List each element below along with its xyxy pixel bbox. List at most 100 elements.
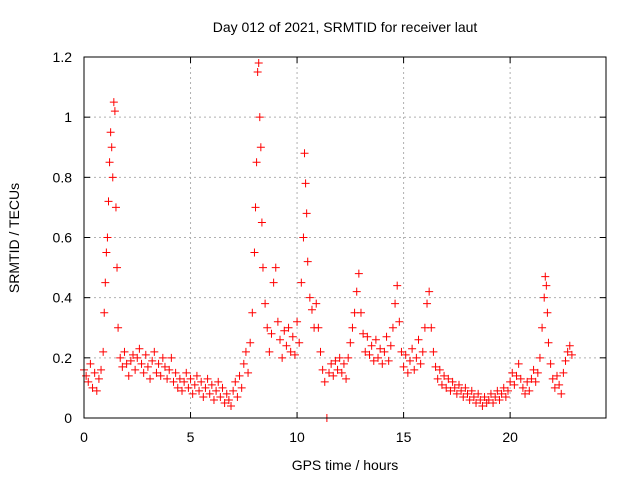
data-point xyxy=(365,350,374,359)
y-tick-label: 1 xyxy=(64,109,72,125)
data-point xyxy=(227,401,236,410)
data-point xyxy=(251,203,260,212)
data-point xyxy=(82,371,91,380)
data-point xyxy=(286,347,295,356)
data-point xyxy=(84,377,93,386)
data-point xyxy=(301,179,310,188)
data-point xyxy=(100,308,109,317)
data-point xyxy=(152,368,161,377)
data-point xyxy=(382,332,391,341)
axis-ticks xyxy=(83,56,606,419)
data-point xyxy=(239,359,248,368)
data-point xyxy=(514,359,523,368)
data-points xyxy=(80,59,576,422)
y-tick-label: 0.4 xyxy=(53,290,73,306)
data-point xyxy=(541,272,550,281)
data-point xyxy=(237,383,246,392)
data-point xyxy=(241,347,250,356)
data-point xyxy=(284,323,293,332)
data-point xyxy=(122,359,131,368)
data-point xyxy=(344,353,353,362)
data-point xyxy=(474,389,483,398)
data-point xyxy=(114,323,123,332)
data-point xyxy=(388,323,397,332)
data-point xyxy=(231,377,240,386)
data-point xyxy=(412,353,421,362)
data-point xyxy=(101,278,110,287)
data-point xyxy=(97,365,106,374)
data-point xyxy=(333,365,342,374)
data-point xyxy=(282,341,291,350)
data-point xyxy=(104,197,113,206)
data-point xyxy=(229,386,238,395)
x-tick-labels: 0 5 10 15 20 xyxy=(80,429,518,445)
x-tick-label: 20 xyxy=(502,429,518,445)
data-point xyxy=(108,173,117,182)
data-point xyxy=(254,59,263,68)
data-point xyxy=(297,278,306,287)
data-point xyxy=(521,389,530,398)
data-point xyxy=(158,353,167,362)
data-point xyxy=(493,386,502,395)
data-point xyxy=(476,395,485,404)
x-tick-label: 0 xyxy=(80,429,88,445)
data-point xyxy=(369,356,378,365)
data-point xyxy=(518,383,527,392)
data-point xyxy=(233,392,242,401)
data-point xyxy=(486,389,495,398)
data-point xyxy=(395,317,404,326)
data-point xyxy=(214,377,223,386)
data-point xyxy=(299,233,308,242)
data-point xyxy=(565,341,574,350)
data-point xyxy=(222,389,231,398)
data-point xyxy=(542,281,551,290)
data-point xyxy=(163,374,172,383)
data-point xyxy=(538,323,547,332)
data-point xyxy=(376,344,385,353)
data-point xyxy=(248,308,257,317)
data-point xyxy=(109,98,118,107)
data-point xyxy=(94,374,103,383)
data-point xyxy=(543,308,552,317)
data-point xyxy=(378,359,387,368)
data-point xyxy=(246,338,255,347)
data-point xyxy=(220,398,229,407)
data-point xyxy=(397,347,406,356)
data-point xyxy=(425,287,434,296)
data-point xyxy=(435,365,444,374)
data-point xyxy=(354,269,363,278)
data-point xyxy=(169,377,178,386)
data-point xyxy=(235,371,244,380)
data-point xyxy=(305,293,314,302)
data-point xyxy=(316,347,325,356)
data-point xyxy=(218,383,227,392)
data-point xyxy=(303,257,312,266)
data-point xyxy=(567,350,576,359)
data-point xyxy=(437,380,446,389)
x-axis-label: GPS time / hours xyxy=(292,457,399,473)
data-point xyxy=(484,395,493,404)
data-point xyxy=(508,368,517,377)
data-point xyxy=(175,374,184,383)
data-point xyxy=(150,347,159,356)
data-point xyxy=(190,380,199,389)
data-point xyxy=(393,281,402,290)
data-point xyxy=(255,113,264,122)
data-point xyxy=(348,323,357,332)
data-point xyxy=(331,356,340,365)
data-point xyxy=(139,368,148,377)
data-point xyxy=(263,323,272,332)
data-point xyxy=(135,344,144,353)
data-point xyxy=(257,218,266,227)
data-point xyxy=(102,248,111,257)
data-point xyxy=(367,341,376,350)
data-point xyxy=(278,353,287,362)
data-point xyxy=(99,347,108,356)
data-point xyxy=(339,359,348,368)
data-point xyxy=(154,359,163,368)
data-point xyxy=(216,392,225,401)
data-point xyxy=(423,299,432,308)
data-point xyxy=(171,368,180,377)
